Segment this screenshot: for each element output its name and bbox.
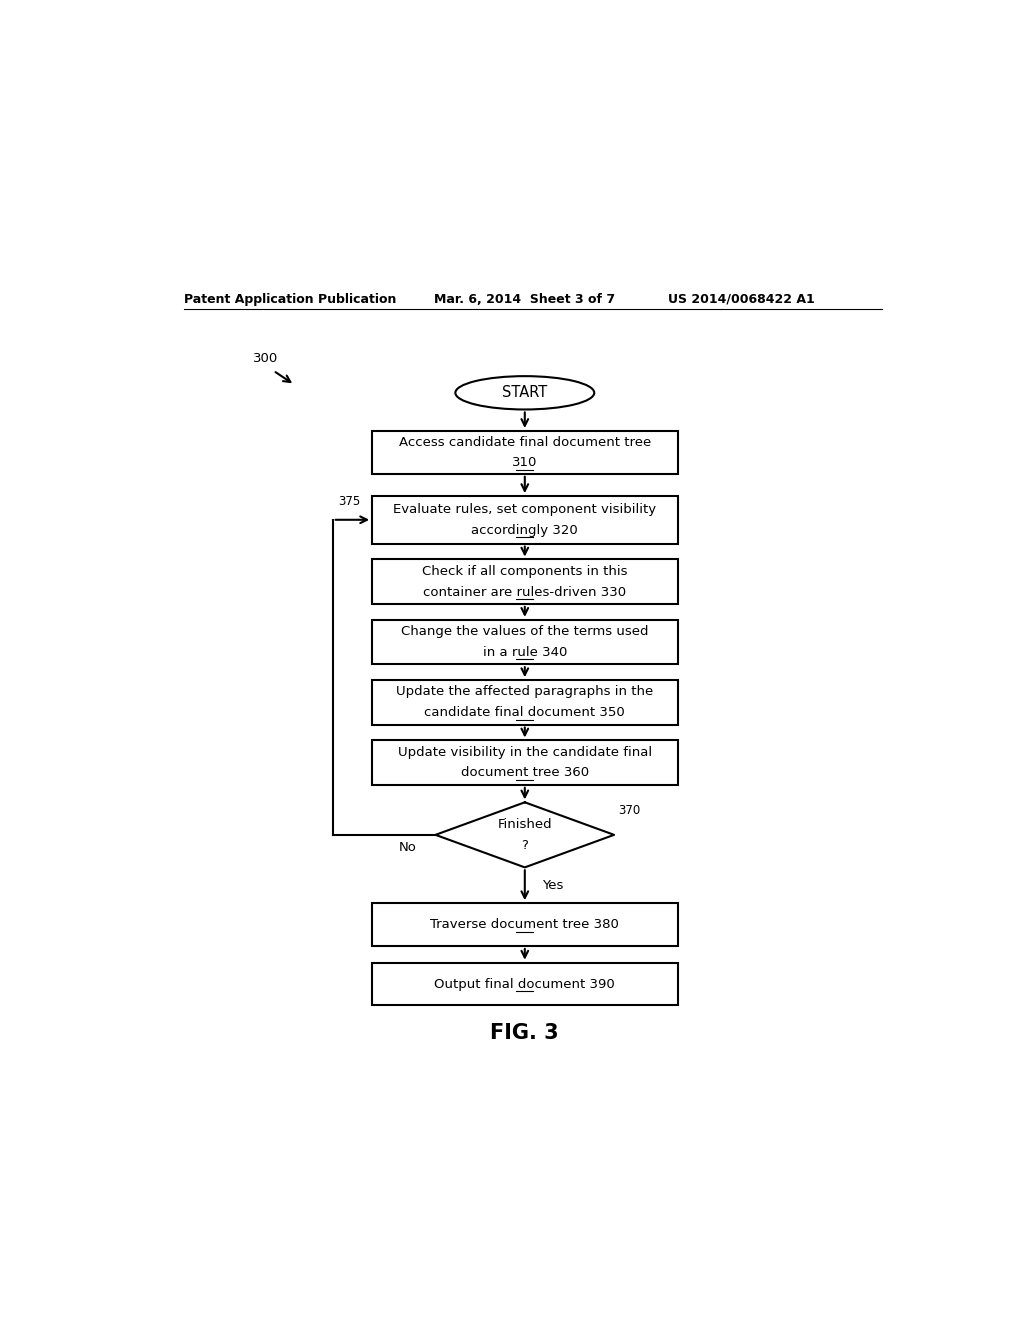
Text: Check if all components in this: Check if all components in this <box>422 565 628 578</box>
Text: Finished: Finished <box>498 818 552 832</box>
Text: Yes: Yes <box>543 879 563 892</box>
FancyBboxPatch shape <box>372 496 678 544</box>
Text: 375: 375 <box>338 495 360 508</box>
FancyBboxPatch shape <box>372 962 678 1006</box>
Text: Evaluate rules, set component visibility: Evaluate rules, set component visibility <box>393 503 656 516</box>
Text: candidate final document 350: candidate final document 350 <box>424 706 626 719</box>
FancyBboxPatch shape <box>372 560 678 605</box>
Text: Update visibility in the candidate final: Update visibility in the candidate final <box>397 746 652 759</box>
FancyBboxPatch shape <box>372 680 678 725</box>
Text: Change the values of the terms used: Change the values of the terms used <box>401 626 648 638</box>
Text: Patent Application Publication: Patent Application Publication <box>183 293 396 306</box>
Text: accordingly 320: accordingly 320 <box>471 524 579 537</box>
Text: container are rules-driven 330: container are rules-driven 330 <box>423 586 627 598</box>
Ellipse shape <box>456 376 594 409</box>
Text: ?: ? <box>521 838 528 851</box>
Text: 310: 310 <box>512 457 538 469</box>
Text: Access candidate final document tree: Access candidate final document tree <box>398 436 651 449</box>
Text: FIG. 3: FIG. 3 <box>490 1023 559 1043</box>
Text: document tree 360: document tree 360 <box>461 767 589 779</box>
Text: Mar. 6, 2014  Sheet 3 of 7: Mar. 6, 2014 Sheet 3 of 7 <box>433 293 614 306</box>
Text: No: No <box>398 841 417 854</box>
Text: START: START <box>502 385 548 400</box>
Polygon shape <box>435 803 614 867</box>
Text: 370: 370 <box>618 804 641 817</box>
Text: US 2014/0068422 A1: US 2014/0068422 A1 <box>668 293 814 306</box>
Text: 300: 300 <box>253 352 279 366</box>
Text: Update the affected paragraphs in the: Update the affected paragraphs in the <box>396 685 653 698</box>
Text: Traverse document tree 380: Traverse document tree 380 <box>430 917 620 931</box>
FancyBboxPatch shape <box>372 430 678 474</box>
FancyBboxPatch shape <box>372 741 678 785</box>
Text: in a rule 340: in a rule 340 <box>482 645 567 659</box>
FancyBboxPatch shape <box>372 620 678 664</box>
Text: Output final document 390: Output final document 390 <box>434 978 615 990</box>
FancyBboxPatch shape <box>372 903 678 946</box>
